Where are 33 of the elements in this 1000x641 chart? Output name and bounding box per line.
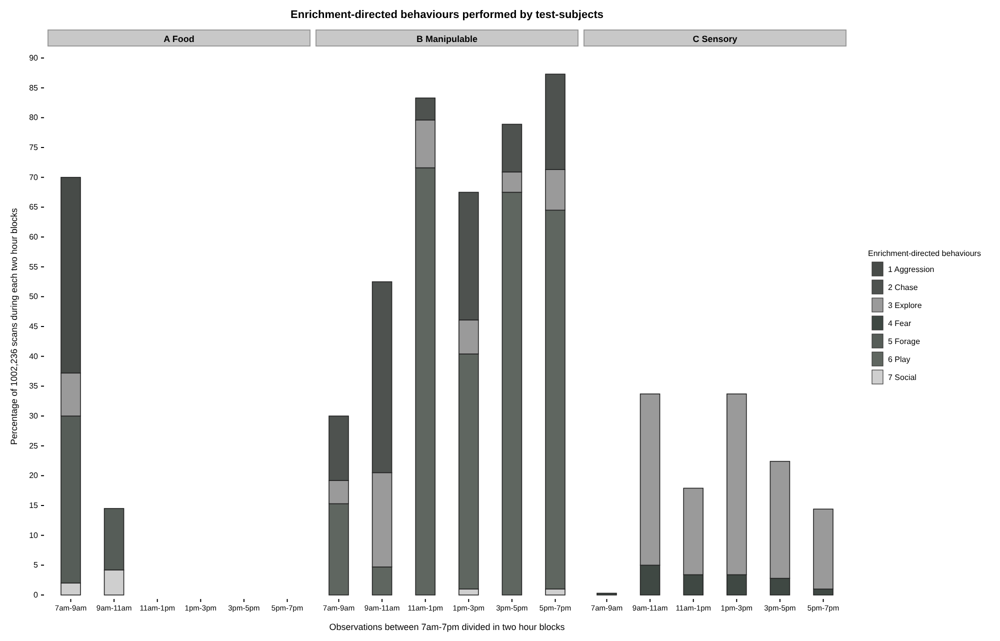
- y-tick-label: 55: [29, 262, 39, 272]
- legend-label: 7 Social: [888, 373, 917, 382]
- legend-title: Enrichment-directed behaviours: [868, 249, 981, 258]
- legend-label: 6 Play: [888, 355, 910, 364]
- chart-title: A Food: [164, 34, 194, 44]
- y-tick-label: 15: [29, 501, 39, 510]
- chart-title: B Manipulable: [416, 34, 478, 44]
- y-tick-label: 50: [29, 292, 39, 302]
- y-tick-label: 40: [29, 352, 39, 361]
- y-tick-label: 5: [34, 560, 39, 570]
- y-tick-label: 20: [29, 471, 39, 480]
- legend-label: 5 Forage: [888, 337, 921, 346]
- y-tick-label: 70: [29, 172, 39, 182]
- y-tick-label: 90: [29, 54, 39, 63]
- y-axis-title: Percentage of 1002,236 scans during each two hour blocks: [9, 208, 19, 445]
- text: Enrichment-directed behaviours performed by test-subjects: [290, 9, 604, 21]
- y-tick-label: 75: [29, 143, 39, 152]
- y-tick-label: 80: [29, 113, 39, 122]
- legend-label: 3 Explore: [888, 301, 922, 310]
- legend-label: 4 Fear: [888, 319, 912, 328]
- y-tick-label: 60: [29, 232, 39, 242]
- y-tick-label: 45: [29, 322, 39, 332]
- legend-label: 1 Aggression: [888, 265, 934, 274]
- y-tick-label: 65: [29, 202, 39, 212]
- y-tick-label: 35: [29, 382, 39, 391]
- y-tick-label: 0: [34, 590, 39, 600]
- y-tick-label: 10: [29, 530, 39, 540]
- y-tick-label: 85: [29, 83, 39, 92]
- x-axis-title: Observations between 7am-7pm divided in two hour blocks: [329, 622, 566, 632]
- chart-title: C Sensory: [692, 34, 738, 44]
- y-tick-label: 25: [29, 441, 39, 450]
- y-tick-label: 30: [29, 412, 39, 421]
- legend-label: 2 Chase: [888, 283, 918, 292]
